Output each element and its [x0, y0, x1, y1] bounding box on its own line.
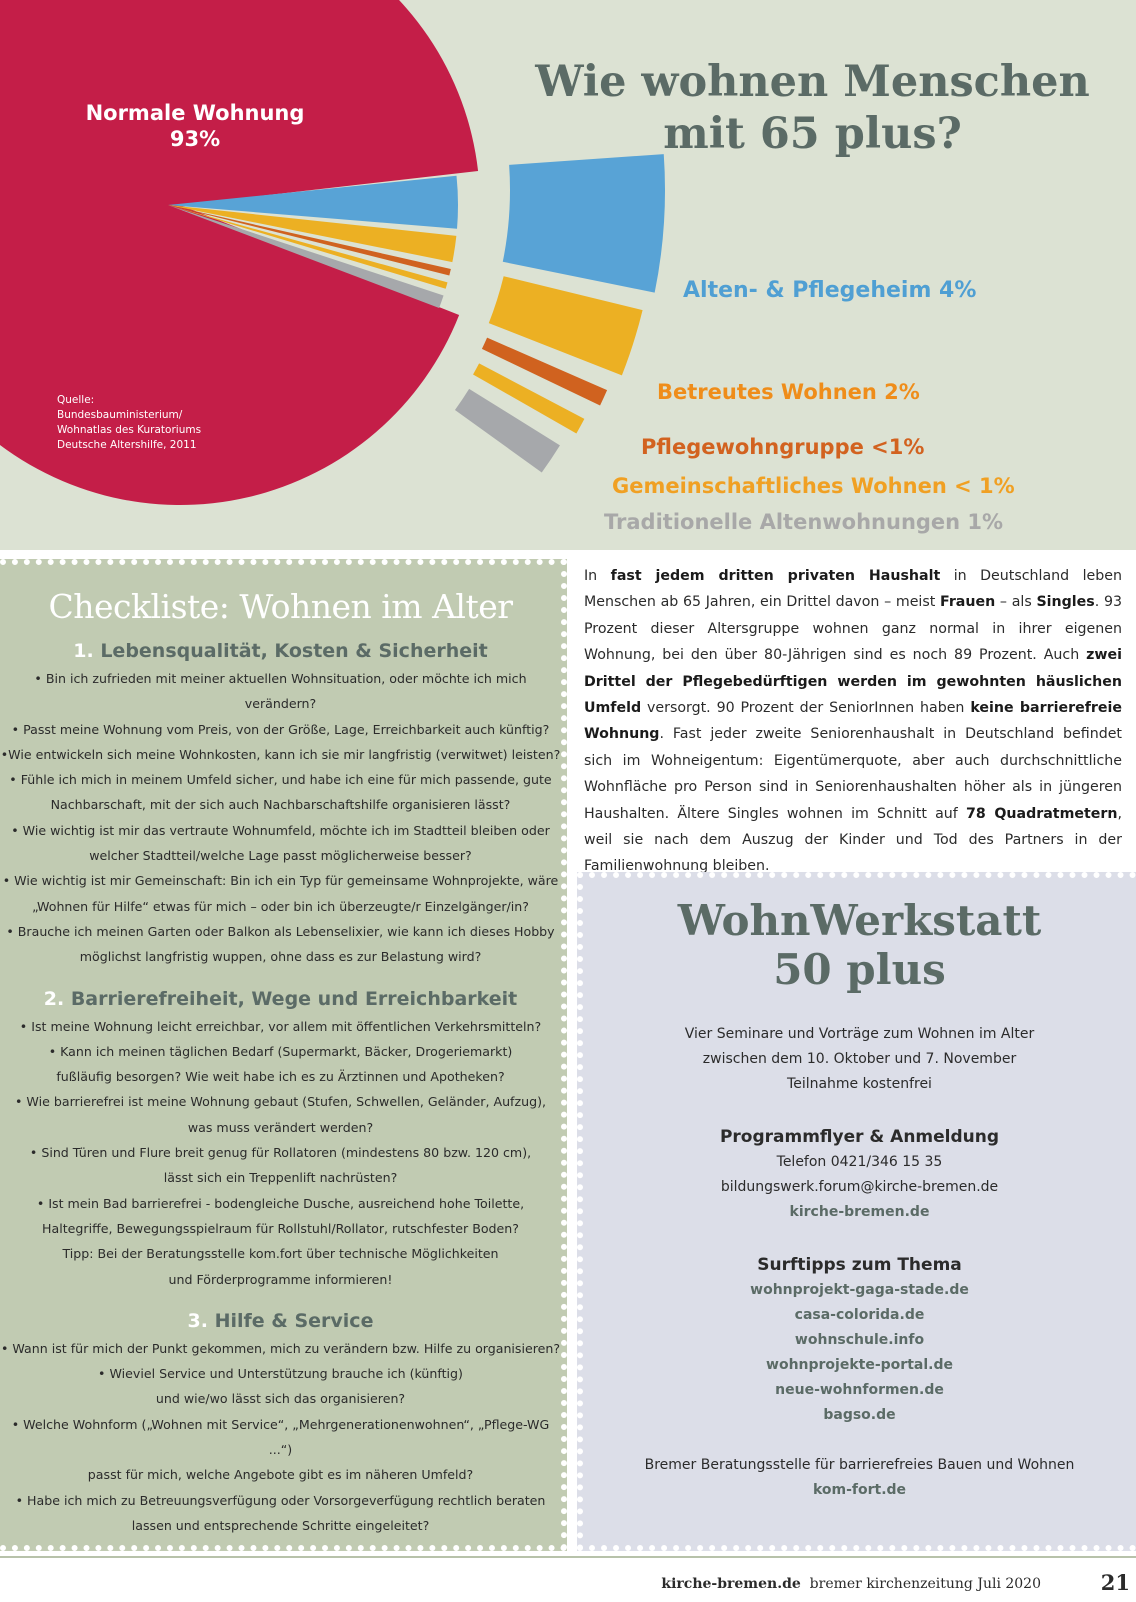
checklist-item: • Kann ich meinen täglichen Bedarf (Supe…	[48, 1043, 513, 1085]
checklist-item: • Brauche ich meinen Garten oder Balkon …	[6, 923, 555, 965]
checklist-item: • Wie wichtig ist mir Gemeinschaft: Bin …	[2, 873, 559, 914]
wohnwerkstatt-box: WohnWerkstatt 50 plus Vier Seminare und …	[577, 872, 1136, 1551]
pie-label-normale-wohnung-value: 93%	[169, 127, 221, 151]
article-text: In fast jedem dritten privaten Haushalt …	[584, 563, 1122, 880]
wohnwerkstatt-intro: Vier Seminare und Vorträge zum Wohnen im…	[583, 1022, 1136, 1097]
surftip-link[interactable]: wohnschule.info	[794, 1332, 925, 1348]
surftip-link[interactable]: neue-wohnformen.de	[775, 1382, 944, 1398]
article-emphasis: fast jedem dritten privaten Haushalt	[610, 568, 941, 584]
checklist-item: • Habe ich mich zu Betreuungsverfügung o…	[15, 1492, 546, 1533]
page-title-line1: Wie wohnen Menschen	[535, 57, 1090, 107]
page-title: Wie wohnen Menschen mit 65 plus?	[520, 56, 1105, 160]
surftip-link[interactable]: wohnprojekte-portal.de	[766, 1357, 953, 1373]
pie-slice-exploded-0	[502, 154, 666, 293]
section-title-text: Barrierefreiheit, Wege und Erreichbarkei…	[70, 987, 518, 1010]
pie-slice-inner-2	[168, 205, 451, 276]
checklist-item: • Wie barrierefrei ist meine Wohnung geb…	[15, 1094, 546, 1135]
program-heading: Programmflyer & Anmeldung	[719, 1127, 1000, 1147]
checklist-items: • Ist meine Wohnung leicht erreichbar, v…	[0, 1014, 561, 1292]
wohnwerkstatt-title-line2: 50 plus	[773, 945, 946, 994]
section-title-text: Lebensqualität, Kosten & Sicherheit	[100, 640, 488, 662]
article-run: versorgt. 90 Prozent der SeniorInnen hab…	[641, 700, 971, 717]
checklist-items: • Wann ist für mich der Punkt gekommen, …	[0, 1336, 561, 1538]
pie-slice-exploded-2	[481, 337, 608, 406]
checklist-item: • Bin ich zufrieden mit meiner aktuellen…	[34, 671, 527, 712]
page-number: 21	[1100, 1570, 1130, 1595]
pie-slice-inner-3	[168, 205, 448, 289]
footer-publication-name: bremer kirchenzeitung Juli 2020	[809, 1576, 1041, 1592]
section-number: 1.	[73, 640, 94, 662]
checklist-item: • Wie wichtig ist mir das vertraute Wohn…	[11, 822, 550, 864]
checklist-item: • Welche Wohnform („Wohnen mit Service“,…	[11, 1416, 550, 1483]
pie-slice-inner-1	[168, 205, 457, 263]
wohnwerkstatt-title-line1: WohnWerkstatt	[677, 896, 1042, 945]
pie-slice-exploded-4	[454, 388, 560, 473]
article-run: in Deutschland leben Menschen ab 65 Jahr…	[584, 568, 1123, 611]
checklist-box: Checkliste: Wohnen im Alter 1. Lebensqua…	[0, 559, 567, 1551]
checklist-title: Checkliste: Wohnen im Alter	[48, 587, 513, 626]
section-number: 3.	[187, 1309, 208, 1332]
chart-source: Quelle: Bundesbauministerium/ Wohnatlas …	[57, 394, 202, 451]
article-run: . Fast jeder zweite Seniorenhaushalt in …	[584, 726, 1122, 822]
section-number: 2.	[43, 987, 65, 1010]
intro-line: Vier Seminare und Vorträge zum Wohnen im…	[684, 1026, 1035, 1042]
checklist-item: • Wann ist für mich der Punkt gekommen, …	[0, 1340, 561, 1356]
surftip-link[interactable]: bagso.de	[823, 1407, 896, 1423]
article-emphasis: zwei Drittel der Pflegebedürftigen werde…	[584, 647, 1122, 717]
checklist-item: • Sind Türen und Flure breit genug für R…	[29, 1145, 532, 1186]
checklist-section-title: 3. Hilfe & Service	[0, 1310, 561, 1332]
checklist-items: • Bin ich zufrieden mit meiner aktuellen…	[0, 666, 561, 970]
pie-label-normale-wohnung-text: Normale Wohnung	[85, 101, 305, 125]
pie-slice-exploded-1	[488, 276, 643, 376]
checklist-section-title: 2. Barrierefreiheit, Wege und Erreichbar…	[0, 988, 561, 1010]
pie-chart	[0, 0, 666, 505]
intro-line: zwischen dem 10. Oktober und 7. November	[702, 1051, 1017, 1067]
surftips-heading: Surftipps zum Thema	[757, 1255, 962, 1275]
footer-site: kirche-bremen.de	[661, 1576, 801, 1592]
surftip-link[interactable]: casa-colorida.de	[794, 1307, 925, 1323]
page-title-line2: mit 65 plus?	[663, 109, 962, 159]
pie-slice-inner-4	[168, 205, 444, 308]
infographic-header: Normale Wohnung 93% Quelle: Bundesbaumin…	[0, 0, 1136, 550]
contact-website-link[interactable]: kirche-bremen.de	[789, 1204, 930, 1220]
segment-label-gemeinschaftliches-wohnen: Gemeinschaftliches Wohnen < 1%	[612, 474, 1015, 498]
article-emphasis: Frauen	[940, 594, 996, 611]
segment-label-pflegewohngruppe: Pflegewohngruppe <1%	[641, 435, 925, 459]
checklist-section-title: 1. Lebensqualität, Kosten & Sicherheit	[0, 640, 561, 662]
contact-email[interactable]: bildungswerk.forum@kirche-bremen.de	[720, 1179, 999, 1195]
segment-label-altenheim: Alten- & Pflegeheim 4%	[683, 278, 977, 303]
surftips-list: wohnprojekt-gaga-stade.de casa-colorida.d…	[583, 1278, 1136, 1428]
advice-text: Bremer Beratungsstelle für barrierefreie…	[644, 1457, 1075, 1473]
checklist-item: • Fühle ich mich in meinem Umfeld sicher…	[9, 772, 552, 813]
pie-slice-normale-wohnung	[0, 0, 479, 505]
surftip-link[interactable]: wohnprojekt-gaga-stade.de	[750, 1282, 969, 1298]
checklist-sections: 1. Lebensqualität, Kosten & Sicherheit • …	[0, 640, 561, 1538]
intro-line: Teilnahme kostenfrei	[787, 1076, 932, 1092]
article-emphasis: keine barrierefreie Wohnung	[584, 700, 1122, 743]
article-emphasis: Singles	[1036, 594, 1095, 611]
article-run: . 93 Prozent dieser Altersgruppe wohnen …	[584, 594, 1122, 664]
pie-label-normale-wohnung: Normale Wohnung 93%	[70, 100, 320, 152]
checklist-item: • Ist meine Wohnung leicht erreichbar, v…	[19, 1018, 542, 1034]
wohnwerkstatt-title: WohnWerkstatt 50 plus	[583, 896, 1136, 994]
article-emphasis: 78 Quadratmetern	[965, 805, 1118, 822]
segment-label-betreutes-wohnen: Betreutes Wohnen 2%	[657, 380, 920, 404]
footer-publication: kirche-bremen.de bremer kirchenzeitung J…	[661, 1576, 1041, 1592]
segment-label-traditionelle-altenwohnungen: Traditionelle Altenwohnungen 1%	[604, 510, 1004, 534]
pie-slice-exploded-3	[473, 363, 585, 434]
checklist-item: • Ist mein Bad barrierefrei - bodengleic…	[36, 1195, 525, 1287]
pie-slice-inner-0	[168, 175, 458, 229]
article-run: , weil sie nach dem Auszug der Kinder un…	[584, 805, 1122, 875]
page-footer: kirche-bremen.de bremer kirchenzeitung J…	[0, 1556, 1136, 1602]
article-run: In	[584, 568, 611, 584]
checklist-item: •Wie entwickeln sich meine Wohnkosten, k…	[0, 746, 561, 762]
section-title-text: Hilfe & Service	[214, 1309, 374, 1332]
advice-link[interactable]: kom-fort.de	[812, 1482, 907, 1498]
article-run: – als	[995, 594, 1037, 611]
checklist-item: • Passt meine Wohnung vom Preis, von der…	[11, 721, 550, 737]
contact-phone: Telefon 0421/346 15 35	[776, 1154, 943, 1170]
checklist-item: • Wieviel Service und Unterstützung brau…	[98, 1366, 463, 1407]
